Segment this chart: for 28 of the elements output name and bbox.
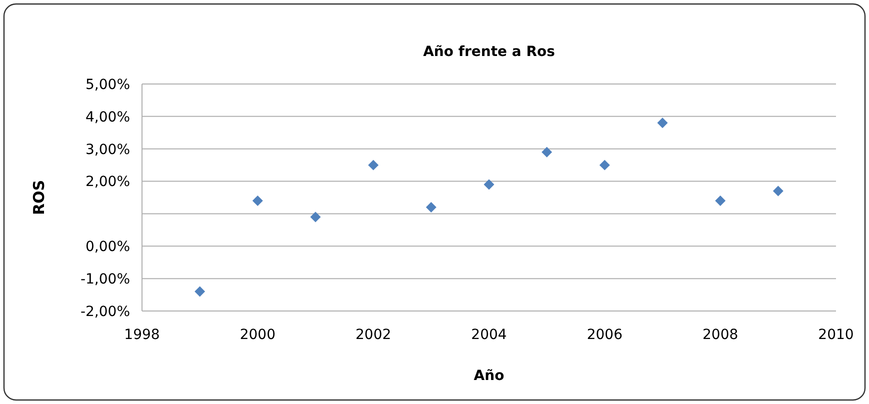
point bbox=[484, 179, 494, 190]
chart-title: Año frente a Ros bbox=[423, 44, 555, 60]
y-tick-label: 3,00% bbox=[86, 142, 130, 158]
x-tick-label: 2006 bbox=[586, 327, 623, 343]
point bbox=[194, 286, 206, 297]
point bbox=[542, 146, 552, 158]
point bbox=[310, 212, 321, 222]
point bbox=[599, 160, 610, 170]
point bbox=[426, 202, 436, 212]
point bbox=[368, 160, 379, 170]
y-axis-title: ROS bbox=[30, 180, 48, 216]
point bbox=[657, 118, 668, 128]
y-tick-label: 0,00% bbox=[86, 239, 130, 256]
x-tick-label: 2002 bbox=[356, 327, 392, 343]
y-tick-label: 5,00% bbox=[86, 76, 130, 93]
x-tick-label: 2000 bbox=[240, 327, 276, 343]
y-tick-label: 4,00% bbox=[86, 109, 130, 126]
x-tick-label: 2004 bbox=[471, 327, 507, 343]
y-tick-label: -1,00% bbox=[80, 271, 130, 288]
x-axis-title: Año bbox=[474, 368, 505, 384]
point bbox=[772, 186, 784, 196]
y-tick-label: 2,00% bbox=[86, 174, 130, 190]
y-tick-label: -2,00% bbox=[80, 304, 130, 320]
x-tick-label: 1998 bbox=[124, 327, 160, 343]
point bbox=[715, 196, 726, 206]
x-tick-label: 2010 bbox=[818, 327, 854, 343]
x-tick-label: 2008 bbox=[702, 327, 738, 343]
point bbox=[252, 196, 263, 206]
